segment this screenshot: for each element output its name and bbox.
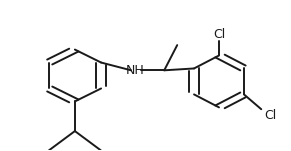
Text: Cl: Cl — [264, 109, 276, 122]
Text: NH: NH — [126, 64, 145, 77]
Text: Cl: Cl — [213, 28, 225, 41]
